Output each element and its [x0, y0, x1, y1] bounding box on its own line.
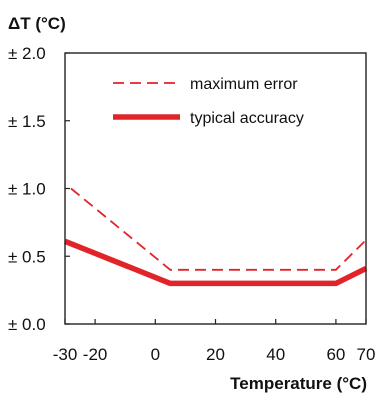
y-tick-label: ± 1.0: [8, 180, 46, 199]
series-line-typical-accuracy: [63, 238, 368, 287]
series-line-maximum-error: [70, 187, 367, 271]
legend-label: typical accuracy: [190, 110, 304, 127]
x-tick-label: -20: [83, 345, 108, 364]
x-tick-label: 0: [151, 345, 160, 364]
x-tick-label: -30: [53, 345, 78, 364]
plot-frame: [64, 52, 367, 325]
y-tick-label: ± 0.5: [8, 247, 46, 266]
y-tick-label: ± 2.0: [8, 44, 46, 63]
x-tick-label: 20: [206, 345, 225, 364]
legend-label: maximum error: [190, 76, 298, 93]
x-tick-label: 60: [326, 345, 345, 364]
x-tick-label: 70: [357, 345, 376, 364]
y-tick-label: ± 1.5: [8, 112, 46, 131]
legend: maximum error typical accuracy: [113, 76, 304, 127]
y-axis-label: ΔT (°C): [8, 14, 66, 33]
x-tick-label: 40: [266, 345, 285, 364]
y-tick-label: ± 0.0: [8, 315, 46, 334]
x-axis-label: Temperature (°C): [230, 374, 367, 393]
